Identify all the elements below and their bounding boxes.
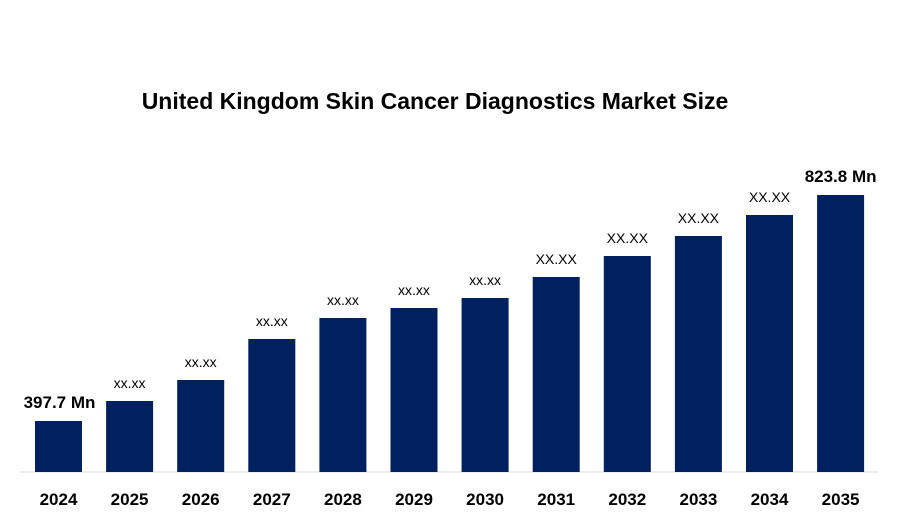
x-tick-2024: 2024 [40, 490, 78, 509]
data-label-2033: XX.XX [678, 210, 720, 226]
data-label-2034: XX.XX [749, 189, 791, 205]
bar-2024 [35, 421, 82, 472]
bar-2034 [746, 215, 793, 472]
x-tick-2033: 2033 [679, 490, 717, 509]
x-tick-2026: 2026 [182, 490, 220, 509]
data-label-2027: xx.xx [256, 313, 288, 329]
data-label-2025: xx.xx [114, 375, 146, 391]
bar-2033 [674, 236, 722, 472]
x-tick-2028: 2028 [324, 490, 362, 509]
bar-2029 [390, 308, 438, 472]
x-tick-2031: 2031 [537, 490, 575, 509]
x-tick-2027: 2027 [253, 490, 291, 509]
bar-2027 [248, 339, 296, 472]
bar-2035 [817, 195, 865, 472]
bar-2030 [461, 298, 509, 472]
x-tick-2035: 2035 [822, 490, 860, 509]
data-label-2032: XX.XX [607, 230, 649, 246]
data-label-2031: XX.XX [536, 251, 578, 267]
x-tick-2034: 2034 [751, 490, 789, 509]
data-label-2026: xx.xx [185, 354, 217, 370]
bar-2026 [177, 380, 225, 472]
x-tick-2032: 2032 [608, 490, 646, 509]
bar-2028 [319, 318, 367, 472]
bar-2025 [106, 401, 154, 472]
bar-2032 [603, 256, 651, 472]
data-label-2029: xx.xx [398, 282, 430, 298]
data-label-2024: 397.7 Mn [24, 393, 96, 412]
bar-2031 [532, 277, 580, 472]
x-tick-2029: 2029 [395, 490, 433, 509]
x-tick-2030: 2030 [466, 490, 504, 509]
data-label-2030: xx.xx [469, 272, 501, 288]
x-tick-2025: 2025 [111, 490, 149, 509]
data-label-2035: 823.8 Mn [805, 167, 877, 186]
data-label-2028: xx.xx [327, 292, 359, 308]
chart-title: United Kingdom Skin Cancer Diagnostics M… [141, 88, 729, 114]
